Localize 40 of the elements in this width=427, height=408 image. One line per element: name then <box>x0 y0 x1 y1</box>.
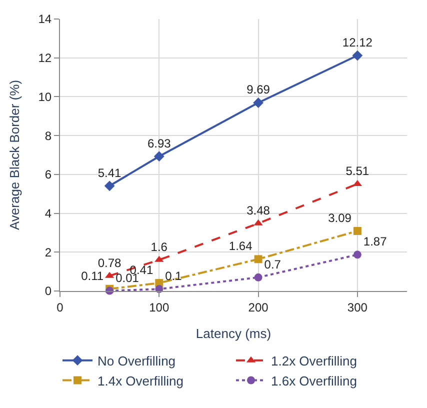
legend-label: 1.4x Overfilling <box>98 373 184 388</box>
data-label: 0.1 <box>165 269 182 284</box>
y-tick-label: 12 <box>38 51 52 66</box>
point <box>253 98 264 108</box>
point <box>254 255 262 264</box>
y-tick-label: 10 <box>38 90 52 104</box>
x-axis-title: Latency (ms) <box>196 326 272 341</box>
x-tick-label: 100 <box>149 300 170 314</box>
point <box>353 250 362 259</box>
point <box>254 273 262 282</box>
point <box>104 180 115 192</box>
data-label: 6.93 <box>147 136 172 150</box>
data-label: 1.87 <box>363 234 388 249</box>
y-tick-label: 6 <box>44 168 52 182</box>
x-tick-label: 200 <box>248 300 269 314</box>
point <box>353 226 362 235</box>
y-tick-label: 8 <box>44 128 52 143</box>
legend-label: 1.2x Overfilling <box>271 353 357 368</box>
point <box>352 50 363 61</box>
data-label: 5.51 <box>346 164 370 178</box>
legend-label: 1.6x Overfilling <box>271 373 357 388</box>
x-tick-label: 300 <box>347 300 368 314</box>
data-label: 1.64 <box>228 239 253 254</box>
y-tick-label: 14 <box>38 12 52 26</box>
data-label: 1.6 <box>150 240 168 254</box>
data-label: 0.78 <box>98 256 122 270</box>
data-label: 9.69 <box>246 82 270 97</box>
data-label: 12.12 <box>342 36 373 50</box>
x-tick-label: 0 <box>56 300 64 314</box>
y-tick-label: 2 <box>44 245 52 260</box>
data-label: 3.48 <box>246 203 270 218</box>
data-label: 0.7 <box>264 257 282 272</box>
y-axis-title: Average Black Border (%) <box>7 80 22 230</box>
data-label: 3.09 <box>328 210 352 225</box>
y-tick-label: 4 <box>44 206 52 220</box>
point <box>154 151 164 162</box>
data-label: 5.41 <box>98 166 122 180</box>
legend-label: No Overfilling <box>98 353 176 368</box>
data-label: 0.11 <box>81 268 104 283</box>
y-tick-label: 0 <box>44 284 52 298</box>
